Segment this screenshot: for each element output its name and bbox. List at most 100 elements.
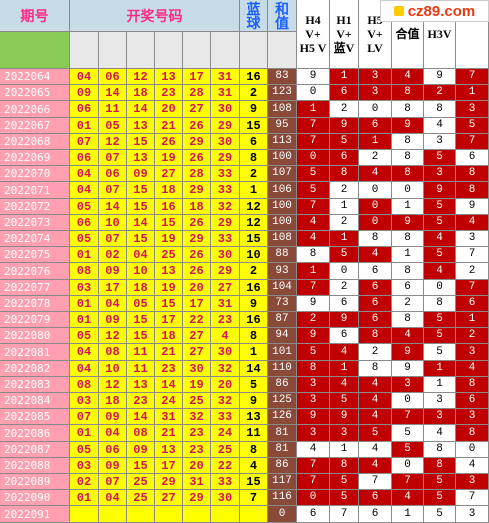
calc-cell: 2 <box>330 101 359 118</box>
calc-cell: 4 <box>456 361 489 377</box>
red-ball-cell: 33 <box>211 474 240 490</box>
sum-cell: 125 <box>268 393 297 409</box>
calc-cell: 3 <box>359 69 392 85</box>
blue-ball-cell: 12 <box>240 215 268 231</box>
red-ball-cell: 15 <box>155 215 183 231</box>
red-ball-cell: 07 <box>99 150 127 166</box>
red-ball-cell: 29 <box>155 474 183 490</box>
red-ball-cell: 27 <box>183 101 211 118</box>
blue-ball-cell: 9 <box>240 393 268 409</box>
red-ball-cell: 04 <box>70 344 99 361</box>
red-ball-cell: 24 <box>155 393 183 409</box>
period-cell: 2022081 <box>0 344 70 361</box>
calc-cell: 4 <box>359 377 392 393</box>
red-ball-cell: 15 <box>127 231 155 247</box>
calc-cell: 3 <box>456 474 489 490</box>
red-ball-cell: 09 <box>99 312 127 328</box>
period-cell: 2022090 <box>0 490 70 506</box>
calc-cell: 3 <box>424 393 456 409</box>
calc-cell: 5 <box>330 134 359 150</box>
red-ball-cell: 05 <box>70 199 99 215</box>
red-ball-cell: 32 <box>183 409 211 425</box>
red-ball-cell: 15 <box>155 296 183 312</box>
calc-cell: 1 <box>392 247 424 263</box>
red-ball-cell: 13 <box>155 442 183 458</box>
calc-cell: 5 <box>297 166 330 182</box>
red-ball-cell: 14 <box>155 377 183 393</box>
calc-cell: 5 <box>330 393 359 409</box>
red-ball-cell: 15 <box>127 312 155 328</box>
red-ball-cell: 19 <box>155 150 183 166</box>
calc-cell: 4 <box>392 490 424 506</box>
calc-cell: 7 <box>297 280 330 296</box>
calc-cell: 8 <box>392 231 424 247</box>
red-ball-cell: 18 <box>155 182 183 199</box>
calc-cell: 9 <box>297 409 330 425</box>
calc-cell: 2 <box>297 312 330 328</box>
red-ball-cell: 06 <box>70 150 99 166</box>
red-ball-cell: 12 <box>99 377 127 393</box>
sum-cell: 108 <box>268 231 297 247</box>
calc-cell: 3 <box>297 377 330 393</box>
calc-cell: 4 <box>456 458 489 474</box>
red-ball-cell: 26 <box>183 215 211 231</box>
calc-cell: 7 <box>392 474 424 490</box>
calc-cell: 6 <box>456 296 489 312</box>
red-ball-cell: 05 <box>99 118 127 134</box>
calc-cell: 5 <box>424 199 456 215</box>
calc-cell: 8 <box>392 263 424 280</box>
calc-cell: 5 <box>424 490 456 506</box>
sum-cell: 95 <box>268 118 297 134</box>
red-ball-cell: 17 <box>183 296 211 312</box>
site-logo[interactable]: cz89.com <box>380 0 489 22</box>
calc-cell: 6 <box>392 280 424 296</box>
red-ball-cell: 23 <box>211 312 240 328</box>
red-ball-cell: 17 <box>183 69 211 85</box>
red-ball-cell: 09 <box>70 85 99 101</box>
red-ball-cell: 30 <box>211 490 240 506</box>
calc-cell: 5 <box>392 442 424 458</box>
calc-cell: 4 <box>359 458 392 474</box>
red-ball-cell: 07 <box>99 231 127 247</box>
red-ball-cell: 08 <box>70 263 99 280</box>
calc-cell: 8 <box>359 361 392 377</box>
calc-cell: 9 <box>392 118 424 134</box>
red-ball-cell: 18 <box>183 199 211 215</box>
calc-cell: 4 <box>424 263 456 280</box>
calc-cell: 0 <box>359 215 392 231</box>
red-ball-cell: 15 <box>127 182 155 199</box>
header-filler <box>211 32 240 69</box>
red-ball-cell: 05 <box>127 296 155 312</box>
red-ball-cell: 05 <box>70 442 99 458</box>
calc-cell: 6 <box>330 150 359 166</box>
red-ball-cell: 15 <box>127 134 155 150</box>
red-ball-cell: 15 <box>127 328 155 344</box>
period-cell: 2022077 <box>0 280 70 296</box>
red-ball-cell: 20 <box>183 280 211 296</box>
period-cell: 2022071 <box>0 182 70 199</box>
red-ball-cell: 25 <box>211 442 240 458</box>
calc-cell: 1 <box>297 263 330 280</box>
red-ball-cell: 22 <box>211 458 240 474</box>
calc-cell: 4 <box>359 409 392 425</box>
red-ball-cell: 23 <box>183 425 211 442</box>
red-ball-cell: 30 <box>211 101 240 118</box>
red-ball-cell: 02 <box>70 474 99 490</box>
sum-cell: 94 <box>268 328 297 344</box>
calc-cell: 0 <box>297 150 330 166</box>
red-ball-cell: 04 <box>70 166 99 182</box>
calc-cell: 7 <box>297 458 330 474</box>
red-ball-cell: 01 <box>70 118 99 134</box>
calc-cell: 8 <box>392 166 424 182</box>
calc-cell: 6 <box>359 118 392 134</box>
calc-cell: 8 <box>392 85 424 101</box>
calc-cell: 2 <box>359 150 392 166</box>
sum-cell: 108 <box>268 101 297 118</box>
red-ball-cell: 25 <box>127 490 155 506</box>
red-ball-cell: 09 <box>127 166 155 182</box>
red-ball-cell: 04 <box>99 425 127 442</box>
calc-cell: 6 <box>359 296 392 312</box>
calc-cell: 6 <box>359 490 392 506</box>
red-ball-cell: 12 <box>127 69 155 85</box>
red-ball-cell: 01 <box>70 247 99 263</box>
